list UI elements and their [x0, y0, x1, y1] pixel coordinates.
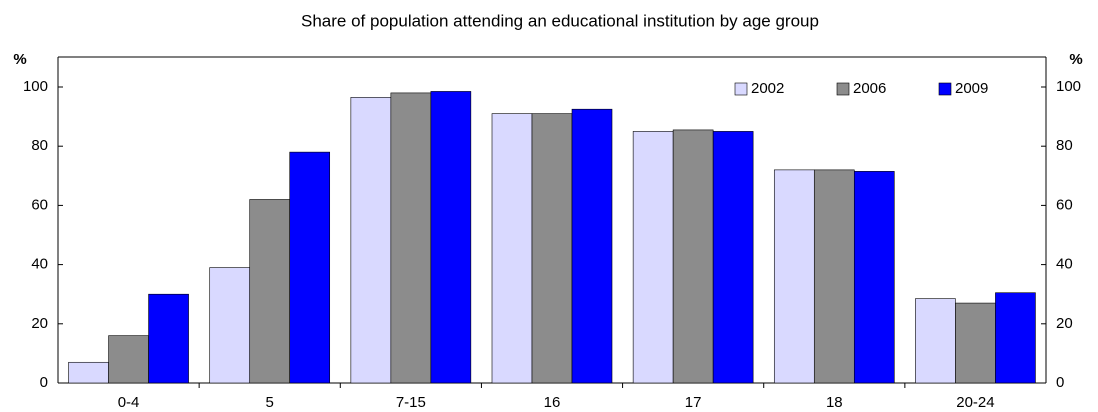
bar	[632, 131, 674, 384]
bar	[209, 267, 251, 384]
y2-tick-label: 0	[1056, 374, 1064, 391]
bar	[915, 298, 956, 384]
bar	[531, 113, 573, 384]
y-tick-label: 0	[40, 374, 48, 391]
bar	[68, 361, 109, 384]
y-tick-label: 100	[23, 78, 48, 95]
y-tick-label: 60	[31, 196, 48, 213]
x-tick-label: 16	[544, 394, 561, 411]
y-tick-label: 40	[31, 256, 48, 273]
bar	[491, 113, 533, 384]
bar	[350, 97, 392, 384]
x-tick-label: 20-24	[956, 394, 994, 411]
legend-label: 2002	[751, 80, 784, 97]
x-tick-label: 17	[685, 394, 702, 411]
x-tick-label: 5	[266, 394, 274, 411]
y-axis-label: %	[13, 51, 26, 68]
x-tick-label: 0-4	[118, 394, 140, 411]
bar	[672, 129, 714, 384]
y2-tick-label: 20	[1056, 315, 1073, 332]
bar	[853, 171, 895, 384]
bar	[390, 92, 432, 384]
legend-label: 2009	[955, 80, 988, 97]
bar	[249, 199, 291, 384]
bar	[773, 169, 815, 384]
y2-axis-label: %	[1069, 51, 1082, 68]
bar	[571, 108, 613, 384]
y2-tick-label: 80	[1056, 137, 1073, 154]
y-tick-label: 20	[31, 315, 48, 332]
y2-tick-label: 100	[1056, 78, 1081, 95]
legend-label: 2006	[853, 80, 886, 97]
bar	[289, 151, 331, 384]
chart-title: Share of population attending an educati…	[301, 11, 819, 30]
legend-swatch	[734, 82, 748, 96]
bar	[430, 91, 472, 384]
bar	[955, 302, 996, 384]
bar	[148, 293, 189, 384]
bar	[813, 169, 855, 384]
x-tick-label: 7-15	[396, 394, 426, 411]
y2-tick-label: 60	[1056, 196, 1073, 213]
y-tick-label: 80	[31, 137, 48, 154]
bar	[995, 292, 1036, 384]
legend-swatch	[836, 82, 850, 96]
bar	[108, 335, 149, 384]
y2-tick-label: 40	[1056, 256, 1073, 273]
bar	[712, 131, 754, 384]
legend-swatch	[938, 82, 952, 96]
x-tick-label: 18	[826, 394, 843, 411]
